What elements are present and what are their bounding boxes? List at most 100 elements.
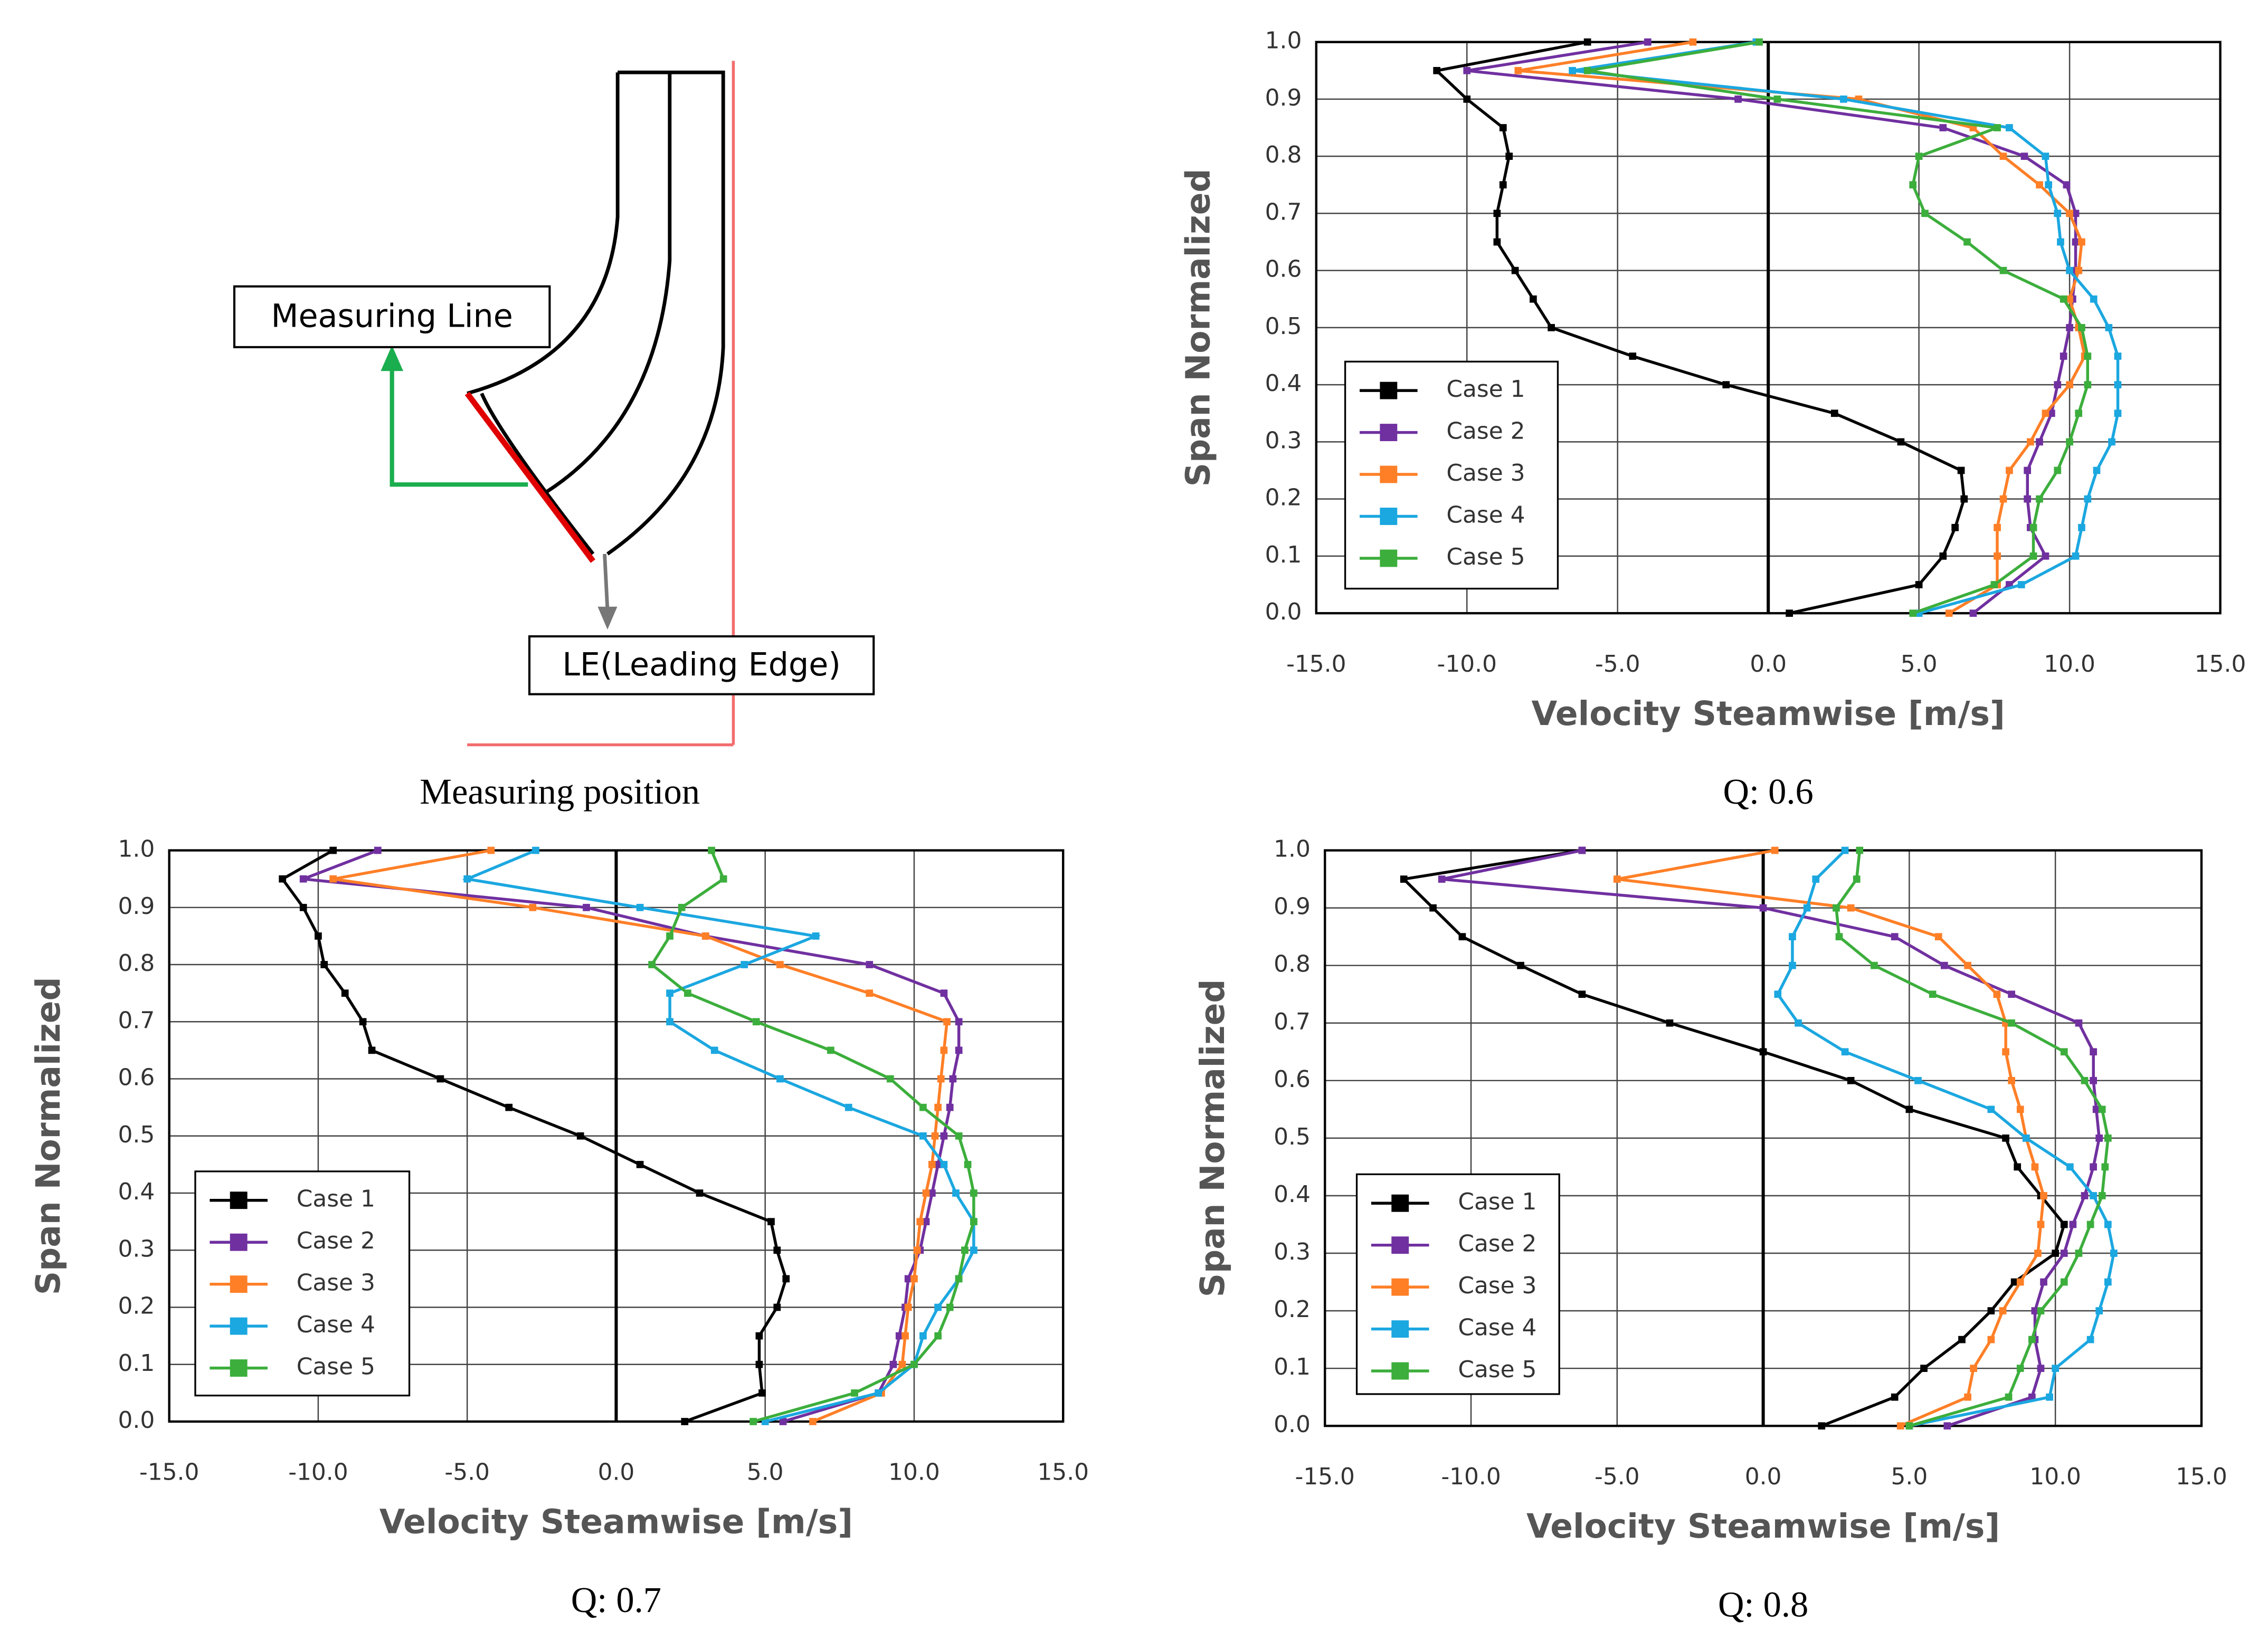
legend-marker (230, 1317, 248, 1335)
marker (1493, 238, 1501, 246)
marker (2047, 409, 2055, 417)
marker (937, 1075, 945, 1083)
marker (1929, 990, 1937, 998)
y-axis-title: Span Normalized (1193, 979, 1232, 1297)
marker (2028, 1336, 2036, 1343)
marker (1915, 581, 1923, 588)
marker (710, 1046, 718, 1054)
marker (2014, 1163, 2022, 1171)
marker (2066, 266, 2073, 274)
marker (684, 989, 691, 997)
marker (1505, 152, 1513, 160)
marker (1847, 904, 1855, 912)
marker (1818, 1422, 1826, 1430)
arrow-head (597, 606, 618, 630)
marker (1891, 1393, 1899, 1401)
marker (952, 1189, 960, 1197)
marker (1463, 66, 1471, 74)
legend-marker (230, 1359, 248, 1377)
marker (1666, 1019, 1674, 1027)
y-tick-label: 0.6 (1265, 256, 1302, 283)
y-tick-label: 1.0 (118, 836, 155, 863)
marker (2031, 1163, 2039, 1171)
legend-marker (1380, 382, 1398, 399)
marker (299, 875, 307, 883)
marker (315, 932, 322, 940)
marker (2093, 466, 2101, 474)
marker (636, 1161, 644, 1168)
legend-label: Case 1 (1446, 376, 1525, 403)
legend-label: Case 5 (297, 1353, 375, 1380)
x-tick-label: 15.0 (2176, 1463, 2227, 1490)
marker (2002, 1134, 2009, 1142)
x-tick-label: -5.0 (444, 1459, 490, 1486)
marker (934, 1332, 942, 1340)
y-tick-label: 0.9 (1265, 84, 1302, 111)
marker (2086, 1221, 2094, 1228)
marker (1905, 1422, 1913, 1430)
marker (2098, 1105, 2106, 1113)
x-axis-title: Velocity Steamwise [m/s] (379, 1503, 853, 1541)
marker (529, 903, 537, 911)
legend-label: Case 5 (1446, 544, 1525, 570)
marker (2081, 1076, 2089, 1084)
marker (2084, 381, 2092, 388)
marker (2046, 1393, 2053, 1401)
marker (2029, 523, 2037, 531)
marker (1939, 124, 1947, 131)
marker (913, 1246, 921, 1254)
legend-marker (1391, 1194, 1409, 1212)
marker (955, 1132, 963, 1140)
marker (1964, 961, 1971, 969)
marker (463, 875, 471, 883)
y-tick-label: 0.0 (1274, 1411, 1311, 1438)
y-tick-label: 0.7 (118, 1007, 155, 1034)
marker (2110, 1250, 2118, 1257)
marker (1530, 295, 1537, 303)
legend-label: Case 1 (297, 1186, 375, 1213)
marker (2020, 152, 2028, 160)
marker (1400, 875, 1408, 883)
y-tick-label: 0.7 (1265, 198, 1302, 225)
marker (1689, 38, 1697, 46)
marker (2075, 1019, 2083, 1027)
marker (2054, 209, 2062, 217)
y-tick-label: 0.7 (1274, 1008, 1311, 1035)
legend-label: Case 3 (297, 1270, 375, 1296)
marker (1909, 181, 1917, 189)
legend-box (1355, 1173, 1560, 1395)
marker (773, 1246, 781, 1254)
legend-marker (1380, 508, 1398, 525)
marker (1856, 846, 1864, 854)
legend: Case 1 Case 2 Case 3 Case 4 Case 5 (194, 1170, 411, 1397)
marker (1786, 609, 1793, 617)
marker (2066, 438, 2073, 446)
marker (2066, 295, 2073, 303)
marker (666, 989, 673, 997)
marker (1830, 409, 1838, 417)
y-tick-label: 0.1 (1274, 1353, 1311, 1380)
marker (1517, 961, 1524, 969)
y-tick-label: 0.5 (118, 1121, 155, 1148)
marker (1987, 1105, 1995, 1113)
x-tick-label: 15.0 (1037, 1459, 1089, 1486)
y-tick-label: 0.4 (1265, 370, 1302, 397)
marker (1994, 124, 2001, 131)
marker (1994, 552, 2001, 560)
marker (2078, 523, 2085, 531)
marker (898, 1360, 906, 1368)
legend-marker (1391, 1278, 1409, 1296)
marker (949, 1075, 957, 1083)
x-tick-label: -10.0 (1437, 651, 1497, 678)
marker (922, 1218, 930, 1226)
x-tick-label: -10.0 (288, 1459, 348, 1486)
marker (2002, 1048, 2009, 1056)
marker (359, 1018, 367, 1026)
marker (1499, 181, 1507, 189)
marker (904, 1275, 912, 1283)
x-tick-label: 5.0 (747, 1459, 784, 1486)
marker (1897, 438, 1905, 446)
marker (2086, 1336, 2094, 1343)
y-tick-label: 0.8 (1274, 951, 1311, 978)
marker (583, 903, 590, 911)
